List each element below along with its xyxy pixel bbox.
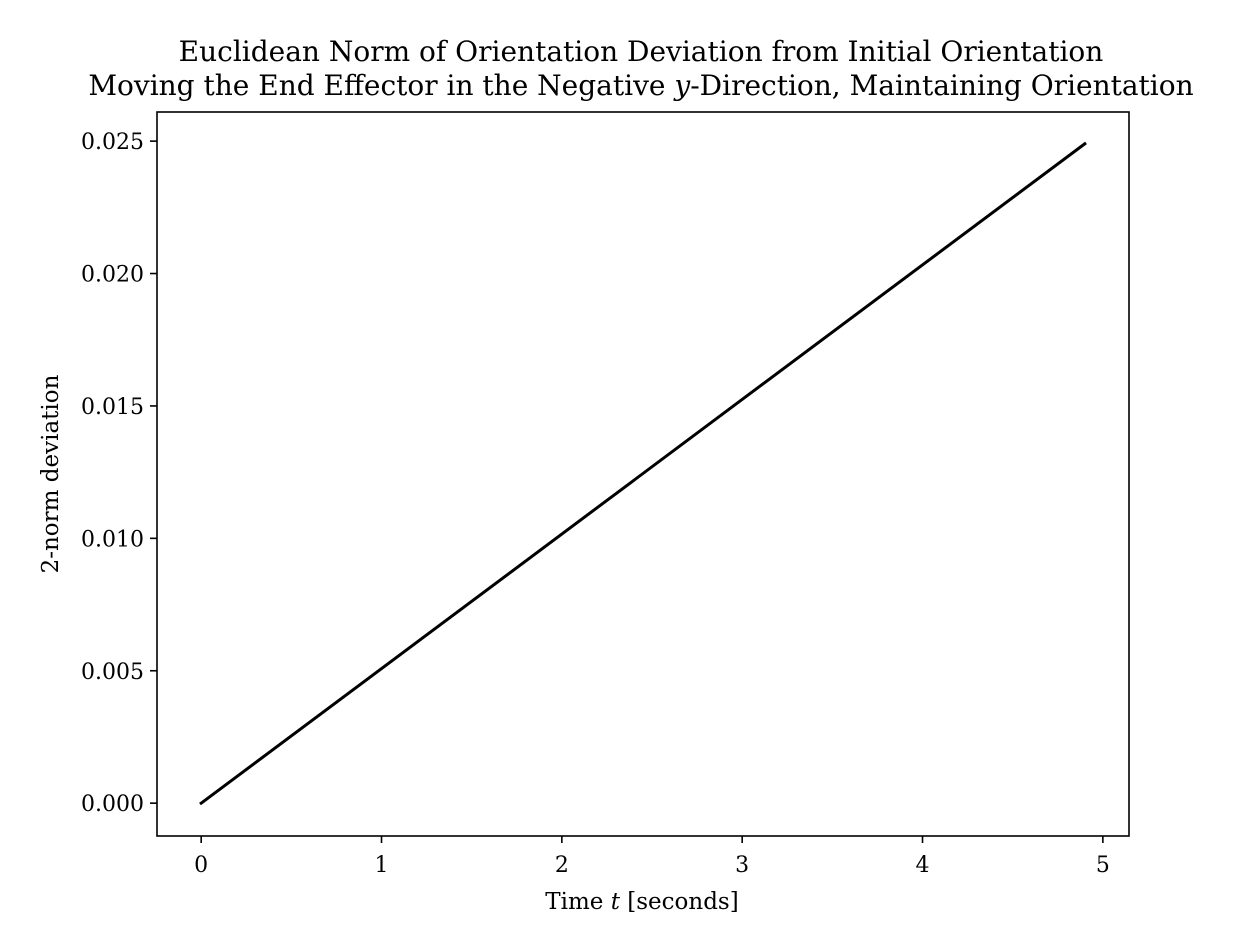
x-axis-label-italic: t [611,889,621,915]
x-tick-label-1: 1 [375,853,389,878]
y-tick-label-0: 0.000 [81,792,144,817]
y-tick-label-2: 0.010 [81,527,144,552]
x-tick-label-3: 3 [735,853,749,878]
x-tick-label-2: 2 [555,853,569,878]
chart-subtitle-end: -Direction, Maintaining Orientation [690,69,1193,102]
y-tick-label-3: 0.015 [81,395,144,420]
y-axis-label: 2-norm deviation [38,374,64,573]
x-tick-label-4: 4 [916,853,930,878]
y-tick-label-5: 0.025 [81,130,144,155]
series-line-0 [199,141,1087,806]
x-axis-label-end: [seconds] [620,889,739,915]
y-tick-label-4: 0.020 [81,263,144,288]
plot-area: 0 1 2 3 4 5 0.000 0.005 0.010 0.015 0.020 0.025 [81,111,1130,878]
plot-frame [156,111,1130,837]
chart-subtitle: Moving the End Effector in the Negative … [88,69,1193,102]
x-tick-label-5: 5 [1096,853,1110,878]
chart-subtitle-italic: y [672,69,691,102]
y-tick-label-1: 0.005 [81,660,144,685]
chart-subtitle-start: Moving the End Effector in the Negative [88,69,674,102]
x-tick-label-0: 0 [194,853,208,878]
chart-title: Euclidean Norm of Orientation Deviation … [179,35,1104,68]
x-axis-label: Time t [seconds] [545,889,738,915]
x-axis-label-start: Time [545,889,610,915]
